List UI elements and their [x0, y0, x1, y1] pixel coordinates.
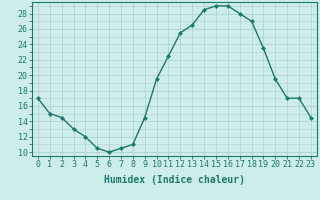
X-axis label: Humidex (Indice chaleur): Humidex (Indice chaleur) [104, 175, 245, 185]
